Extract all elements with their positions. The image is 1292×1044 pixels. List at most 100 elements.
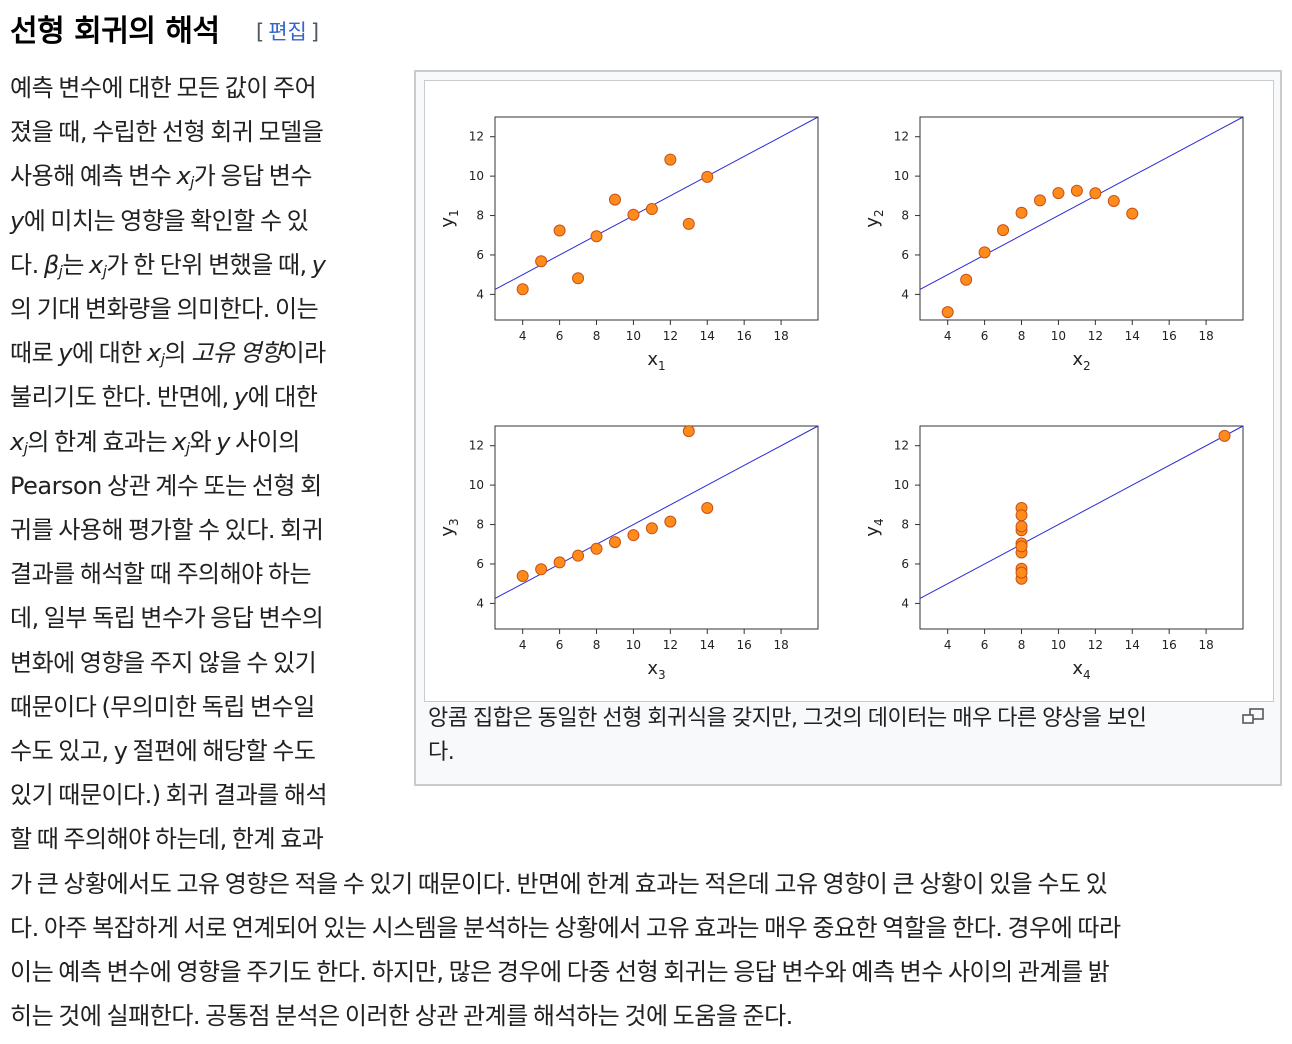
x-tick-label: 4	[519, 638, 527, 652]
data-point	[1033, 194, 1046, 207]
para-line: 할 때 주의해야 하는데, 한계 효과	[10, 825, 324, 854]
x-tick-label: 10	[1051, 329, 1066, 343]
y-tick-label: 10	[894, 478, 909, 492]
data-point	[1218, 429, 1231, 442]
data-point	[553, 224, 566, 237]
para-line: 데, 일부 독립 변수가 응답 변수의	[10, 604, 324, 633]
edit-bracket-open: [	[256, 20, 265, 44]
plot-frame	[494, 425, 819, 630]
regression-line	[494, 116, 819, 290]
data-point	[682, 425, 695, 438]
y-tick-label: 12	[894, 439, 909, 453]
data-point	[535, 255, 548, 268]
x-tick-label: 4	[944, 638, 952, 652]
edit-section-link[interactable]: [편집]	[256, 16, 319, 46]
x-tick-label: 12	[663, 638, 678, 652]
data-point	[516, 569, 529, 582]
anscombe-figure[interactable]: 4 6 8 10 12 14 16 18 4 6 8 10 12 x1 y1 4 6 8 10 12 14 16 18 4 6 8…	[424, 80, 1274, 702]
y-tick-label: 6	[901, 248, 909, 262]
para-line: 사용해 예측 변수 xj가 응답 변수	[10, 162, 312, 193]
x-tick-label: 14	[1125, 638, 1140, 652]
y-axis-label: y1	[437, 209, 461, 227]
para-line: 때로 y에 대한 xj의 고유 영향이라	[10, 339, 326, 369]
data-point	[960, 273, 973, 286]
x-axis-label: x4	[1072, 658, 1090, 682]
x-tick-label: 4	[944, 329, 952, 343]
scatter-plot-3: 4 6 8 10 12 14 16 18 4 6 8 10 12 x3 y3	[437, 425, 819, 682]
data-point	[608, 536, 621, 549]
x-tick-label: 14	[1125, 329, 1140, 343]
x-tick-label: 8	[593, 329, 601, 343]
x-tick-label: 6	[981, 638, 989, 652]
x-tick-label: 18	[773, 638, 788, 652]
anscombe-charts-svg: 4 6 8 10 12 14 16 18 4 6 8 10 12 x1 y1 4 6 8 10 12 14 16 18 4 6 8…	[437, 116, 1244, 682]
para-line: y에 미치는 영향을 확인할 수 있	[10, 206, 309, 235]
x-axis-label: x1	[647, 349, 665, 373]
data-point	[627, 529, 640, 542]
x-tick-label: 12	[663, 329, 678, 343]
edit-link[interactable]: 편집	[268, 20, 307, 44]
body-paragraph: 예측 변수에 대한 모든 값이 주어 졌을 때, 수립한 선형 회귀 모델을 사…	[10, 66, 1280, 1038]
para-line: 있기 때문이다.) 회귀 결과를 해석	[10, 781, 328, 810]
scatter-plot-2: 4 6 8 10 12 14 16 18 4 6 8 10 12 x2 y2	[862, 116, 1244, 373]
x-tick-label: 18	[1198, 638, 1213, 652]
figure-thumbnail: 4 6 8 10 12 14 16 18 4 6 8 10 12 x1 y1 4 6 8 10 12 14 16 18 4 6 8…	[414, 70, 1282, 786]
term-unique-effect: 고유 영향	[191, 339, 283, 368]
x-tick-label: 6	[556, 329, 564, 343]
data-point	[645, 522, 658, 535]
x-tick-label: 14	[700, 638, 715, 652]
data-point	[1015, 206, 1028, 219]
data-point	[627, 208, 640, 221]
y-axis-label: y3	[437, 518, 461, 536]
para-line: 불리기도 한다. 반면에, y에 대한	[10, 383, 318, 412]
data-point	[1015, 566, 1028, 579]
data-point	[664, 153, 677, 166]
x-tick-label: 12	[1088, 638, 1103, 652]
y-tick-label: 12	[894, 130, 909, 144]
para-line: 졌을 때, 수립한 선형 회귀 모델을	[10, 118, 324, 147]
x-tick-label: 16	[737, 638, 752, 652]
para-line: 결과를 해석할 때 주의해야 하는	[10, 560, 312, 589]
data-point	[1070, 184, 1083, 197]
para-line: 다. 아주 복잡하게 서로 연계되어 있는 시스템을 분석하는 상황에서 고유 …	[10, 913, 1121, 942]
x-axis-label: x2	[1072, 349, 1090, 373]
caption-line: 다.	[428, 740, 455, 765]
x-tick-label: 8	[1018, 329, 1026, 343]
x-axis-label: x3	[647, 658, 665, 682]
data-point	[590, 230, 603, 243]
y-tick-label: 6	[476, 557, 484, 571]
y-tick-label: 12	[469, 130, 484, 144]
x-tick-label: 18	[773, 329, 788, 343]
y-tick-label: 12	[469, 439, 484, 453]
x-tick-label: 16	[1162, 329, 1177, 343]
data-point	[608, 193, 621, 206]
x-tick-label: 16	[1162, 638, 1177, 652]
data-point	[978, 246, 991, 259]
y-tick-label: 6	[476, 248, 484, 262]
magnify-clip-icon[interactable]	[1242, 708, 1266, 726]
y-axis-label: y2	[862, 209, 886, 227]
data-point	[572, 549, 585, 562]
y-tick-label: 8	[476, 209, 484, 223]
data-point	[701, 501, 714, 514]
para-line: xj의 한계 효과는 xj와 y 사이의	[10, 427, 300, 458]
data-point	[1126, 207, 1139, 220]
y-tick-label: 10	[894, 169, 909, 183]
x-tick-label: 10	[626, 329, 641, 343]
plot-frame	[494, 116, 819, 321]
y-tick-label: 10	[469, 478, 484, 492]
data-point	[535, 563, 548, 576]
data-point	[1015, 509, 1028, 522]
scatter-plot-1: 4 6 8 10 12 14 16 18 4 6 8 10 12 x1 y1	[437, 116, 819, 373]
y-axis-label: y4	[862, 518, 886, 536]
x-tick-label: 8	[1018, 638, 1026, 652]
para-line: 수도 있고, y 절편에 해당할 수도	[10, 737, 316, 766]
x-tick-label: 4	[519, 329, 527, 343]
y-tick-label: 4	[901, 596, 909, 610]
regression-line	[494, 425, 819, 599]
data-point	[1052, 187, 1065, 200]
data-point	[516, 283, 529, 296]
data-point	[553, 556, 566, 569]
para-line: Pearson 상관 계수 또는 선형 회	[10, 471, 322, 500]
y-tick-label: 8	[901, 518, 909, 532]
